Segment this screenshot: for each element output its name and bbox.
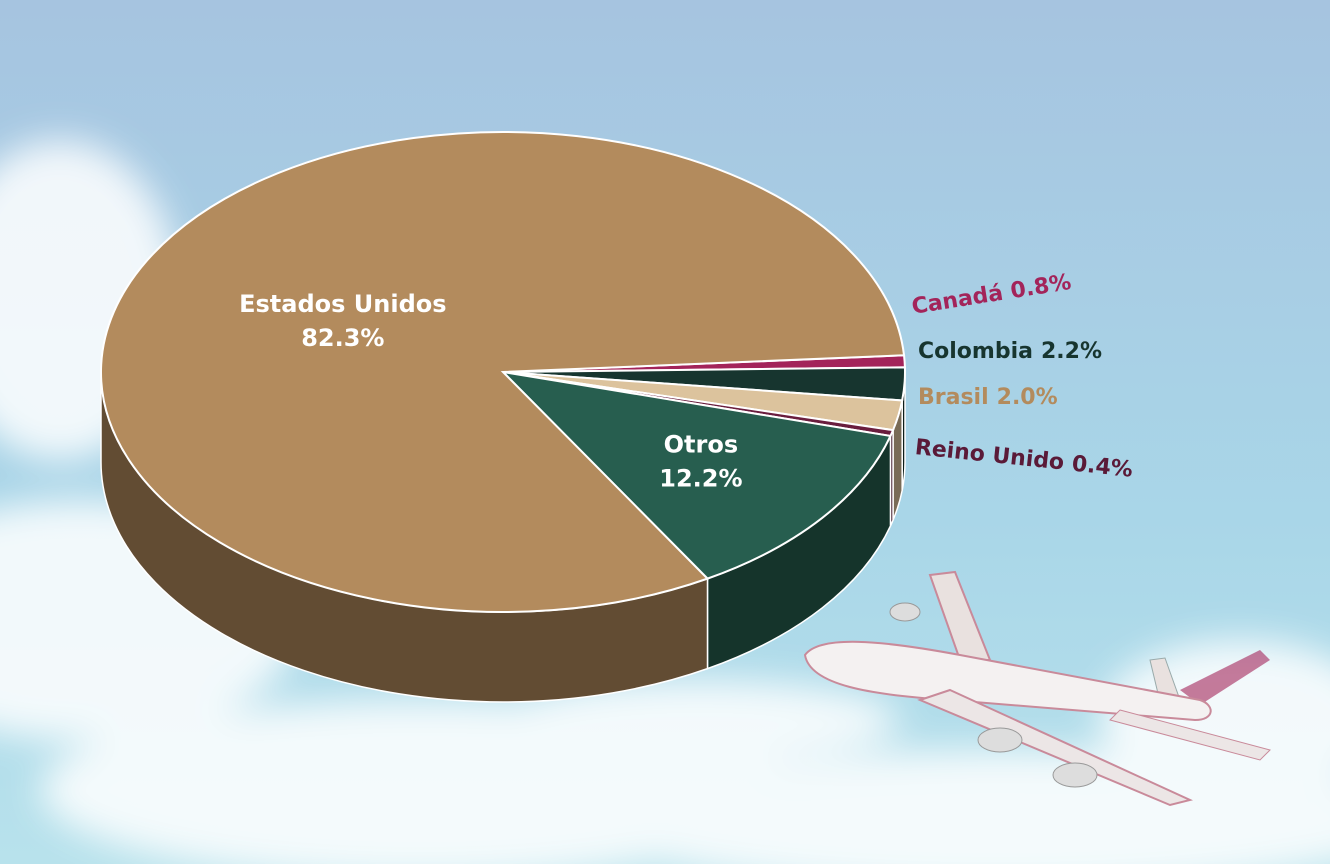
slice — [500, 370, 892, 580]
slice-value: 12.2% — [659, 464, 742, 492]
slice-name: Estados Unidos — [239, 290, 446, 318]
slice-label: Estados Unidos — [239, 290, 446, 318]
slice — [100, 131, 906, 613]
slice-value: 2.2% — [1041, 339, 1102, 364]
slice-name: Brasil — [918, 385, 989, 410]
slice-name: Otros — [664, 430, 738, 458]
pie: Canadá 0.8%Colombia 2.2%Brasil 2.0%Reino Un… — [100, 131, 1134, 703]
slice-label: Colombia 2.2% — [918, 339, 1102, 364]
airplane — [803, 570, 1271, 807]
slice-value: 82.3% — [301, 324, 384, 352]
slice-label: Brasil 2.0% — [918, 385, 1058, 410]
slice-name: Colombia — [918, 339, 1033, 364]
pie-tops — [100, 131, 906, 613]
slice-label: Otros — [664, 430, 738, 458]
slice-value: 2.0% — [997, 385, 1058, 410]
